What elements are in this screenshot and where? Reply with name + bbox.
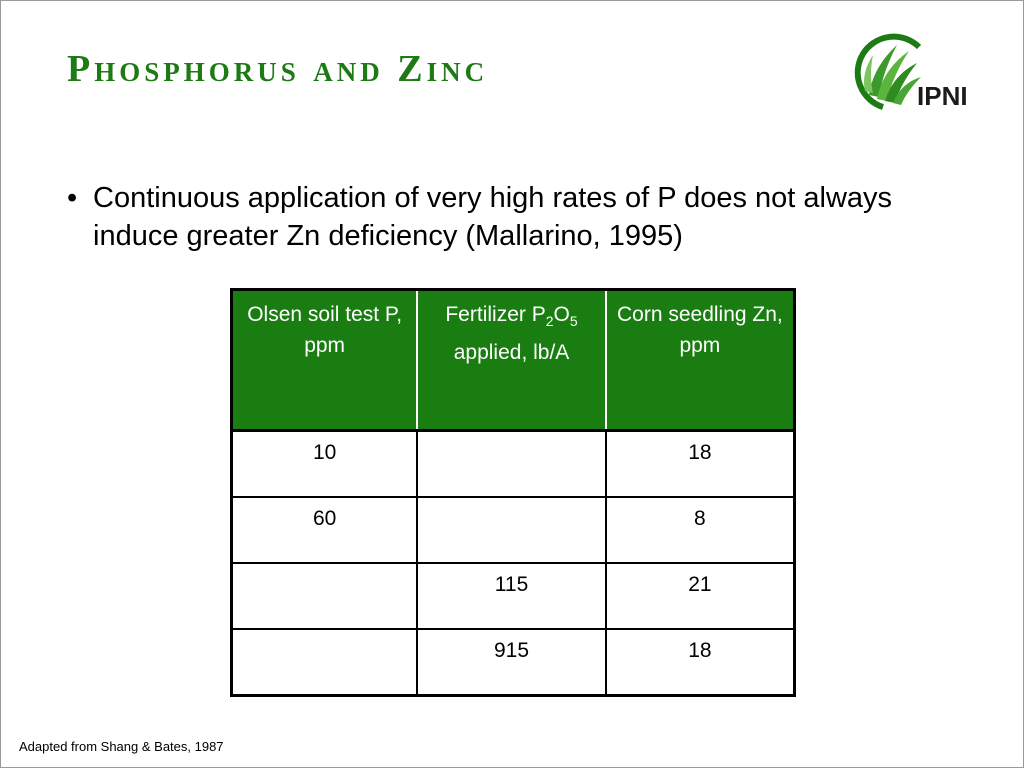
- cell-olsen: [230, 562, 419, 630]
- ipni-leaf-logo-icon: IPNI: [854, 33, 968, 111]
- cell-zn: 18: [604, 429, 796, 498]
- bullet-marker: •: [67, 182, 78, 214]
- cell-fert: 915: [416, 628, 607, 697]
- cell-olsen: 10: [230, 429, 419, 498]
- header-fert-mid: O: [553, 303, 570, 326]
- table-row: 915 18: [230, 628, 796, 697]
- header-olsen-p: Olsen soil test P, ppm: [230, 288, 419, 432]
- table-header-row: Olsen soil test P, ppm Fertilizer P2O5 ap…: [230, 288, 796, 432]
- header-fert-sub1: 2: [545, 313, 554, 330]
- cell-fert: [416, 496, 607, 564]
- ipni-logo: IPNI: [839, 27, 999, 119]
- bullet-point: • Continuous application of very high ra…: [67, 179, 947, 255]
- header-fert-prefix: Fertilizer P: [445, 303, 546, 326]
- cell-fert: 115: [416, 562, 607, 630]
- data-table: Olsen soil test P, ppm Fertilizer P2O5 ap…: [230, 288, 796, 697]
- header-corn-zn: Corn seedling Zn, ppm: [604, 288, 796, 432]
- header-fert-sub2: 5: [569, 313, 578, 330]
- cell-fert: [416, 429, 607, 498]
- cell-zn: 8: [604, 496, 796, 564]
- cell-zn: 18: [604, 628, 796, 697]
- header-fert-suffix: applied, lb/A: [453, 341, 570, 365]
- slide-title: Phosphorus and Zinc: [67, 48, 489, 90]
- header-fertilizer-p2o5: Fertilizer P2O5 applied, lb/A: [416, 288, 607, 432]
- bullet-text: Continuous application of very high rate…: [93, 182, 893, 252]
- cell-olsen: [230, 628, 419, 697]
- table-row: 115 21: [230, 562, 796, 630]
- cell-olsen: 60: [230, 496, 419, 564]
- table-row: 10 18: [230, 429, 796, 498]
- table-row: 60 8: [230, 496, 796, 564]
- source-footnote: Adapted from Shang & Bates, 1987: [19, 739, 224, 754]
- cell-zn: 21: [604, 562, 796, 630]
- logo-text: IPNI: [917, 81, 968, 111]
